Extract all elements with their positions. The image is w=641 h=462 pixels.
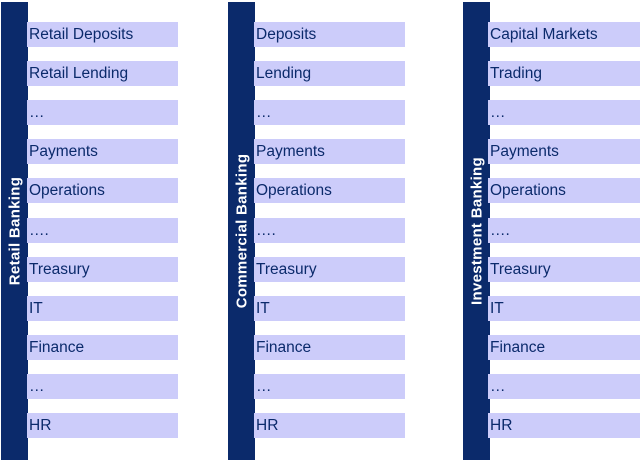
function-item: …. — [488, 218, 640, 243]
function-item: Finance — [254, 335, 405, 360]
function-item: Treasury — [254, 257, 405, 282]
function-item: IT — [254, 296, 405, 321]
column-title: Retail Banking — [6, 176, 23, 286]
function-item: Operations — [488, 178, 640, 203]
function-item: Treasury — [27, 257, 178, 282]
function-item: Retail Lending — [27, 61, 178, 86]
function-item: Deposits — [254, 22, 405, 47]
function-item: … — [254, 100, 405, 125]
function-item: Finance — [27, 335, 178, 360]
column-header-bar: Retail Banking — [1, 2, 28, 460]
function-item: … — [488, 374, 640, 399]
function-item: HR — [488, 413, 640, 438]
column-title: Investment Banking — [468, 157, 485, 305]
function-item: … — [27, 100, 178, 125]
function-item: … — [254, 374, 405, 399]
function-item: IT — [27, 296, 178, 321]
function-item: … — [488, 100, 640, 125]
function-item: Payments — [27, 139, 178, 164]
function-item: Trading — [488, 61, 640, 86]
function-item: Capital Markets — [488, 22, 640, 47]
function-item: Finance — [488, 335, 640, 360]
function-item: Retail Deposits — [27, 22, 178, 47]
function-item: …. — [27, 218, 178, 243]
function-item: Operations — [254, 178, 405, 203]
function-item: …. — [254, 218, 405, 243]
function-item: Operations — [27, 178, 178, 203]
function-item: HR — [254, 413, 405, 438]
function-item: IT — [488, 296, 640, 321]
function-item: HR — [27, 413, 178, 438]
function-item: Payments — [488, 139, 640, 164]
function-item: Payments — [254, 139, 405, 164]
function-item: Treasury — [488, 257, 640, 282]
column-header-bar: Commercial Banking — [228, 2, 255, 460]
column-header-bar: Investment Banking — [463, 2, 490, 460]
column-title: Commercial Banking — [233, 153, 250, 309]
function-item: Lending — [254, 61, 405, 86]
function-item: … — [27, 374, 178, 399]
